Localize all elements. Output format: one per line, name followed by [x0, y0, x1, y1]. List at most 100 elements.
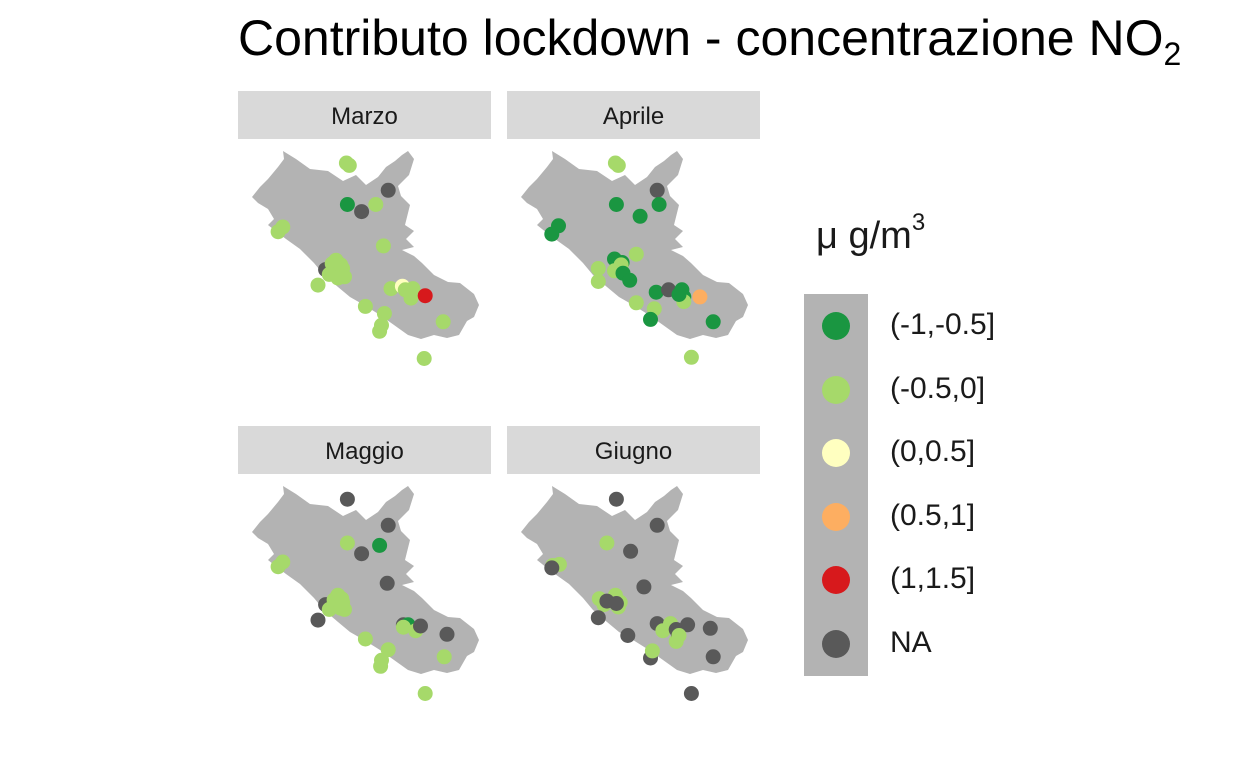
station-point — [310, 277, 326, 293]
legend-title: μ g/m3 — [816, 209, 926, 258]
station-point — [405, 281, 421, 297]
station-point — [702, 620, 718, 636]
station-point — [380, 182, 396, 198]
station-point — [648, 284, 664, 300]
station-point — [417, 686, 433, 701]
station-point — [622, 272, 638, 288]
map-giugno — [521, 486, 748, 701]
station-point — [357, 298, 373, 314]
station-point — [692, 289, 708, 305]
station-point — [339, 535, 355, 551]
station-point — [379, 575, 395, 591]
station-point — [590, 261, 606, 276]
station-point — [375, 238, 391, 254]
legend-dot — [822, 439, 850, 467]
station-point — [623, 543, 639, 559]
station-point — [341, 157, 357, 173]
facet-label: Marzo — [238, 91, 491, 139]
station-point — [354, 546, 370, 562]
station-point — [599, 535, 615, 551]
station-point — [372, 323, 388, 339]
station-point — [339, 197, 355, 212]
station-point — [610, 157, 626, 173]
station-point — [275, 554, 291, 570]
station-point — [705, 649, 721, 665]
station-point — [671, 287, 687, 302]
legend-item: (0,0.5] — [804, 421, 1204, 485]
legend-label: (0,0.5] — [890, 435, 976, 468]
station-point — [310, 612, 326, 628]
station-point — [416, 351, 432, 366]
legend-label: (-1,-0.5] — [890, 308, 996, 341]
station-point — [439, 626, 455, 642]
station-point — [671, 628, 687, 643]
legend-key-background — [804, 294, 868, 676]
station-point — [644, 643, 660, 659]
station-point — [354, 204, 370, 220]
station-point — [628, 246, 644, 262]
chart-title: Contributo lockdown - concentrazione NO2 — [238, 10, 1182, 72]
legend-label: NA — [890, 626, 932, 659]
station-point — [380, 517, 396, 533]
facet-panel-maggio: Maggio — [238, 426, 491, 716]
station-point — [417, 288, 433, 304]
station-point — [651, 197, 667, 212]
facet-label: Maggio — [238, 426, 491, 474]
station-point — [376, 306, 392, 321]
legend-dot — [822, 376, 850, 404]
legend-item: (-0.5,0] — [804, 358, 1204, 422]
station-point — [413, 618, 428, 634]
region-shape — [521, 151, 748, 339]
station-point — [590, 274, 606, 289]
station-point — [608, 197, 624, 212]
station-point — [436, 649, 452, 665]
legend-label: (1,1.5] — [890, 562, 976, 595]
facet-panel-marzo: Marzo — [238, 91, 491, 381]
station-point — [395, 619, 411, 635]
facet-panel-giugno: Giugno — [507, 426, 760, 716]
region-shape — [521, 486, 748, 674]
legend-label: (0.5,1] — [890, 499, 976, 532]
station-point — [628, 295, 644, 311]
facet-panel-aprile: Aprile — [507, 91, 760, 381]
station-point — [683, 349, 699, 365]
station-point — [372, 537, 388, 553]
station-point — [357, 631, 373, 647]
station-point — [608, 491, 624, 507]
station-point — [620, 628, 636, 643]
legend-item: NA — [804, 612, 1204, 676]
station-point — [683, 686, 699, 701]
legend-item: (0.5,1] — [804, 485, 1204, 549]
station-point — [643, 311, 658, 327]
facet-label: Giugno — [507, 426, 760, 474]
station-point — [649, 517, 665, 533]
station-point — [705, 314, 721, 330]
station-point — [435, 314, 451, 330]
station-point — [339, 491, 355, 507]
station-point — [632, 208, 648, 224]
station-point — [337, 269, 352, 285]
station-point — [368, 197, 384, 212]
station-point — [655, 623, 671, 639]
station-point — [383, 281, 399, 297]
station-point — [544, 560, 560, 576]
station-point — [636, 579, 652, 595]
station-point — [373, 658, 389, 674]
map-aprile — [521, 151, 748, 365]
station-point — [275, 219, 291, 235]
legend-dot — [822, 312, 850, 340]
map-maggio — [252, 486, 479, 701]
station-point — [333, 257, 349, 273]
station-point — [649, 182, 665, 198]
station-point — [544, 226, 560, 242]
station-point — [608, 596, 624, 611]
legend-dot — [822, 566, 850, 594]
station-point — [337, 601, 352, 617]
legend-dot — [822, 630, 850, 658]
facet-label: Aprile — [507, 91, 760, 139]
legend-item: (1,1.5] — [804, 548, 1204, 612]
station-point — [590, 610, 606, 626]
legend-dot — [822, 503, 850, 531]
map-marzo — [252, 151, 479, 366]
legend-label: (-0.5,0] — [890, 372, 986, 405]
